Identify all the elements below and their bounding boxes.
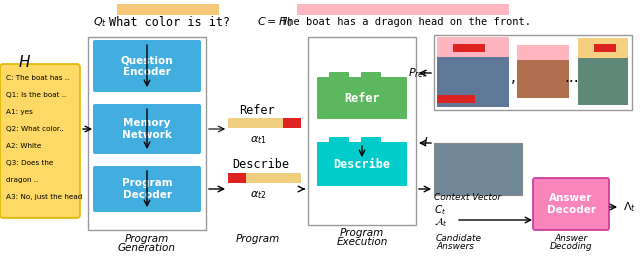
Text: A3: No, just the head: A3: No, just the head bbox=[6, 194, 83, 200]
FancyBboxPatch shape bbox=[517, 60, 569, 98]
Text: Execution: Execution bbox=[336, 237, 388, 247]
FancyBboxPatch shape bbox=[308, 37, 416, 225]
FancyBboxPatch shape bbox=[117, 4, 219, 15]
FancyBboxPatch shape bbox=[88, 37, 206, 230]
Text: Context Vector: Context Vector bbox=[434, 194, 501, 203]
Text: C: The boat has ..: C: The boat has .. bbox=[6, 75, 69, 81]
FancyBboxPatch shape bbox=[533, 178, 609, 230]
FancyBboxPatch shape bbox=[228, 173, 246, 183]
Text: Answer: Answer bbox=[554, 234, 588, 243]
Text: $\mathcal{A}_t$: $\mathcal{A}_t$ bbox=[434, 215, 448, 229]
FancyBboxPatch shape bbox=[437, 57, 509, 107]
Text: Memory
Network: Memory Network bbox=[122, 118, 172, 140]
FancyBboxPatch shape bbox=[93, 104, 201, 154]
Text: Question
Encoder: Question Encoder bbox=[121, 55, 173, 77]
Text: $C = H_0$: $C = H_0$ bbox=[257, 15, 293, 29]
Text: ...: ... bbox=[564, 70, 579, 85]
FancyBboxPatch shape bbox=[361, 72, 381, 86]
Text: $C_t$: $C_t$ bbox=[434, 203, 446, 217]
FancyBboxPatch shape bbox=[329, 137, 349, 151]
Text: Refer: Refer bbox=[344, 92, 380, 104]
Text: A2: White: A2: White bbox=[6, 143, 42, 149]
FancyBboxPatch shape bbox=[578, 38, 628, 98]
Text: Program: Program bbox=[125, 234, 169, 244]
FancyBboxPatch shape bbox=[246, 173, 301, 183]
Text: Q3: Does the: Q3: Does the bbox=[6, 160, 53, 166]
Text: Program
Decoder: Program Decoder bbox=[122, 178, 172, 200]
Text: Candidate: Candidate bbox=[436, 234, 482, 243]
FancyBboxPatch shape bbox=[361, 137, 381, 151]
Text: Answer
Decoder: Answer Decoder bbox=[547, 193, 595, 215]
Text: $H$: $H$ bbox=[19, 54, 31, 70]
Text: Program: Program bbox=[340, 228, 384, 238]
Text: $\alpha_{t2}$: $\alpha_{t2}$ bbox=[250, 189, 266, 201]
FancyBboxPatch shape bbox=[437, 95, 475, 103]
FancyBboxPatch shape bbox=[437, 37, 509, 100]
FancyBboxPatch shape bbox=[434, 143, 522, 195]
FancyBboxPatch shape bbox=[93, 40, 201, 92]
FancyBboxPatch shape bbox=[317, 142, 407, 186]
FancyBboxPatch shape bbox=[228, 118, 283, 128]
FancyBboxPatch shape bbox=[578, 58, 628, 105]
FancyBboxPatch shape bbox=[0, 64, 80, 218]
Text: Generation: Generation bbox=[118, 243, 176, 253]
Text: $Q_t$: $Q_t$ bbox=[93, 15, 107, 29]
Text: ,: , bbox=[511, 70, 515, 85]
FancyBboxPatch shape bbox=[297, 4, 509, 15]
Text: Decoding: Decoding bbox=[550, 242, 592, 251]
Text: Describe: Describe bbox=[232, 158, 289, 172]
Text: Answers: Answers bbox=[436, 242, 474, 251]
Text: $I$: $I$ bbox=[422, 136, 428, 149]
FancyBboxPatch shape bbox=[329, 72, 349, 86]
Text: Describe: Describe bbox=[333, 157, 390, 171]
Text: $P_{ref}$: $P_{ref}$ bbox=[408, 66, 428, 80]
FancyBboxPatch shape bbox=[93, 166, 201, 212]
Text: A1: yes: A1: yes bbox=[6, 109, 33, 115]
Text: dragon ..: dragon .. bbox=[6, 177, 38, 183]
FancyBboxPatch shape bbox=[594, 44, 616, 52]
FancyBboxPatch shape bbox=[283, 118, 301, 128]
Text: Q1: Is the boat ..: Q1: Is the boat .. bbox=[6, 92, 67, 98]
Text: What color is it?: What color is it? bbox=[109, 15, 230, 28]
Text: $\Lambda_t$: $\Lambda_t$ bbox=[623, 200, 636, 214]
Text: The boat has a dragon head on the front.: The boat has a dragon head on the front. bbox=[281, 17, 531, 27]
FancyBboxPatch shape bbox=[453, 44, 485, 52]
Text: Program: Program bbox=[236, 234, 280, 244]
Text: Q2: What color..: Q2: What color.. bbox=[6, 126, 64, 132]
Text: $\alpha_{t1}$: $\alpha_{t1}$ bbox=[250, 134, 266, 146]
FancyBboxPatch shape bbox=[434, 35, 632, 110]
Text: Refer: Refer bbox=[239, 103, 275, 117]
FancyBboxPatch shape bbox=[517, 45, 569, 93]
FancyBboxPatch shape bbox=[317, 77, 407, 119]
